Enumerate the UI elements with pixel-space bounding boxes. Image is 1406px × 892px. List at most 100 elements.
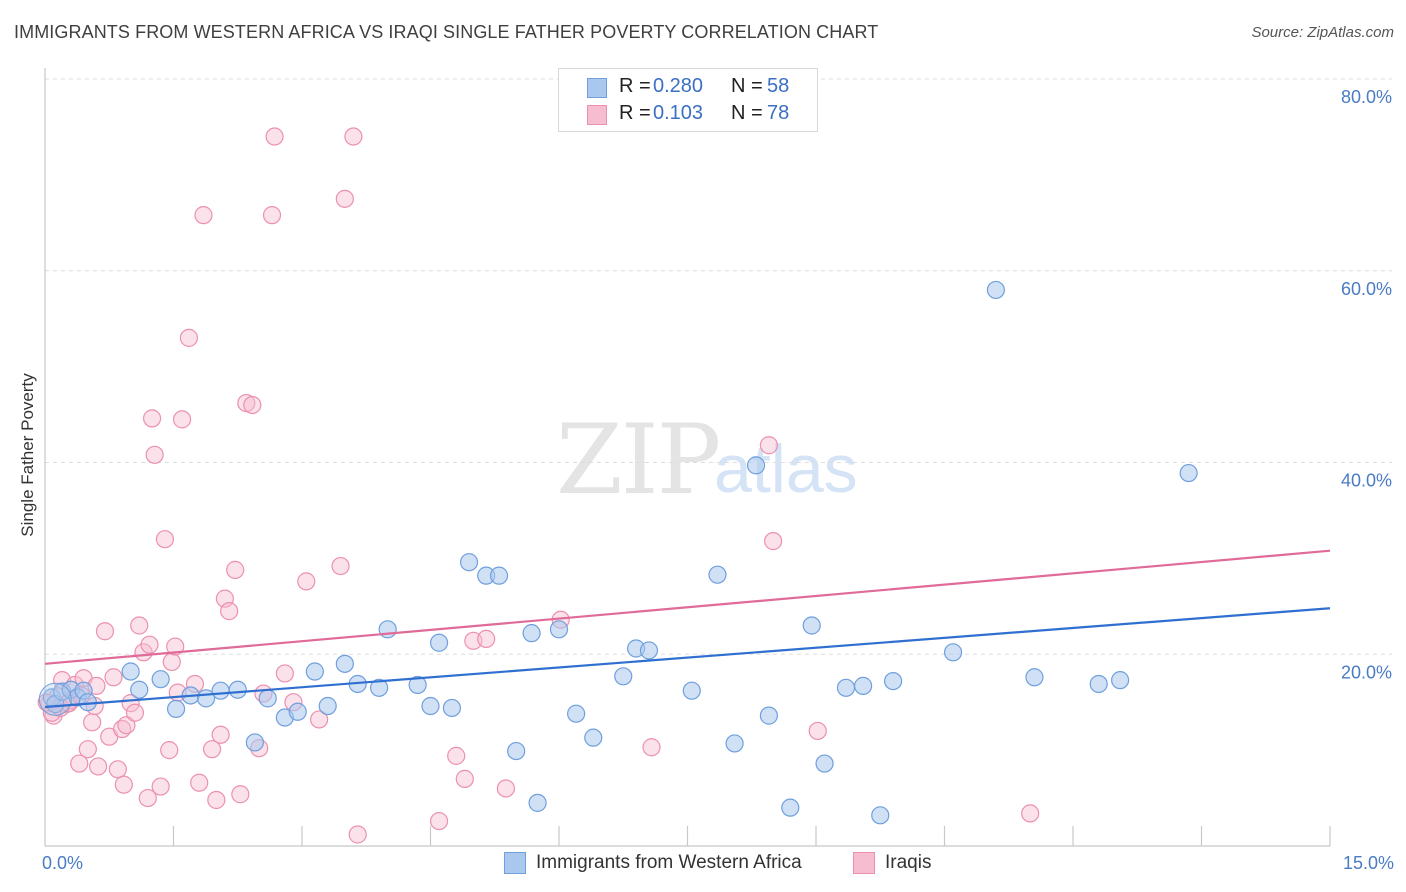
point-iraqis: [142, 409, 162, 428]
point-western-africa: [318, 696, 337, 716]
watermark-zip: ZIP: [556, 404, 721, 516]
legend-n-label: N =: [731, 75, 763, 97]
point-iraqis: [297, 572, 316, 591]
point-iraqis: [226, 560, 245, 579]
point-iraqis: [108, 760, 127, 779]
point-iraqis: [78, 740, 97, 759]
y-tick-label: 20.0%: [1341, 662, 1392, 682]
point-iraqis: [207, 790, 226, 810]
point-iraqis: [1021, 804, 1040, 823]
point-western-africa: [166, 699, 186, 718]
point-iraqis: [89, 757, 108, 776]
point-western-africa: [725, 734, 744, 753]
bottom-legend-swatch-blue: [504, 852, 526, 874]
point-western-africa: [639, 641, 659, 660]
legend-r-label: R =: [619, 102, 651, 124]
point-iraqis: [455, 769, 474, 788]
point-iraqis: [95, 622, 115, 641]
legend-n-value: 78: [767, 102, 790, 124]
point-iraqis: [642, 738, 661, 757]
point-iraqis: [151, 777, 170, 796]
point-western-africa: [258, 689, 277, 708]
point-western-africa: [549, 620, 569, 639]
point-western-africa: [489, 566, 509, 585]
point-western-africa: [1179, 463, 1198, 483]
point-western-africa: [854, 676, 873, 695]
trend-line-iraqis: [44, 549, 1331, 665]
point-iraqis: [155, 530, 175, 549]
point-western-africa: [1111, 671, 1130, 690]
bottom-legend-label: Iraqis: [885, 852, 932, 873]
point-iraqis: [808, 721, 827, 741]
point-iraqis: [759, 436, 778, 455]
point-western-africa: [288, 702, 307, 721]
point-western-africa: [370, 678, 389, 697]
point-western-africa: [305, 662, 324, 681]
point-iraqis: [211, 725, 230, 744]
point-iraqis: [231, 785, 250, 804]
legend-r-value: 0.103: [653, 102, 704, 124]
point-western-africa: [522, 624, 541, 643]
point-iraqis: [265, 127, 284, 146]
point-western-africa: [567, 704, 586, 723]
point-western-africa: [836, 678, 856, 697]
trend-lines: [44, 549, 1331, 709]
tick-labels: 20.0% 40.0% 60.0% 80.0% 0.0% 15.0%: [42, 87, 1394, 873]
point-iraqis: [138, 788, 157, 808]
point-iraqis: [70, 754, 89, 773]
bottom-legend-label: Immigrants from Western Africa: [536, 852, 802, 873]
point-iraqis: [117, 716, 136, 735]
series-western-africa-points: [38, 280, 1198, 825]
point-iraqis: [83, 713, 102, 732]
point-western-africa: [614, 667, 633, 686]
point-iraqis: [243, 395, 262, 415]
point-western-africa-cluster: [38, 682, 72, 716]
point-western-africa: [442, 698, 462, 718]
point-iraqis: [179, 328, 199, 347]
point-iraqis: [477, 629, 496, 649]
point-western-africa: [682, 681, 701, 700]
point-iraqis: [145, 445, 164, 464]
point-western-africa: [802, 616, 821, 635]
point-iraqis: [764, 532, 783, 551]
point-western-africa: [1089, 674, 1108, 694]
point-iraqis: [275, 664, 294, 683]
point-western-africa: [708, 565, 727, 584]
point-western-africa: [228, 680, 247, 699]
point-iraqis: [202, 740, 222, 759]
point-western-africa: [1025, 668, 1044, 687]
point-western-africa: [943, 643, 963, 662]
point-iraqis: [140, 635, 159, 654]
point-iraqis: [496, 779, 515, 798]
point-western-africa: [459, 553, 479, 572]
point-western-africa: [429, 633, 449, 652]
point-western-africa: [211, 681, 230, 700]
legend-n-label: N =: [731, 102, 763, 124]
point-iraqis: [194, 206, 213, 225]
point-western-africa: [986, 280, 1006, 300]
y-tick-label: 40.0%: [1341, 471, 1392, 491]
point-western-africa: [245, 733, 264, 752]
point-western-africa: [151, 670, 170, 689]
legend-swatch-blue: [587, 78, 607, 98]
point-iraqis: [166, 637, 185, 656]
point-western-africa: [507, 741, 526, 761]
bottom-legend-swatch-pink: [853, 852, 875, 874]
chart-title: IMMIGRANTS FROM WESTERN AFRICA VS IRAQI …: [14, 22, 879, 42]
legend-r-label: R =: [619, 75, 651, 97]
legend-n-value: 58: [767, 75, 790, 97]
point-iraqis: [130, 616, 149, 635]
point-iraqis: [344, 127, 363, 146]
point-western-africa: [130, 680, 149, 699]
watermark-atlas: atlas: [714, 431, 858, 507]
point-iraqis: [190, 773, 209, 792]
point-western-africa: [746, 456, 766, 475]
point-iraqis: [331, 556, 350, 576]
series-iraqis-points: [37, 127, 1040, 844]
point-western-africa: [121, 662, 140, 681]
point-western-africa: [335, 654, 354, 673]
x-tick-label-min: 0.0%: [42, 853, 83, 873]
point-iraqis: [162, 652, 181, 672]
point-iraqis: [172, 410, 192, 429]
